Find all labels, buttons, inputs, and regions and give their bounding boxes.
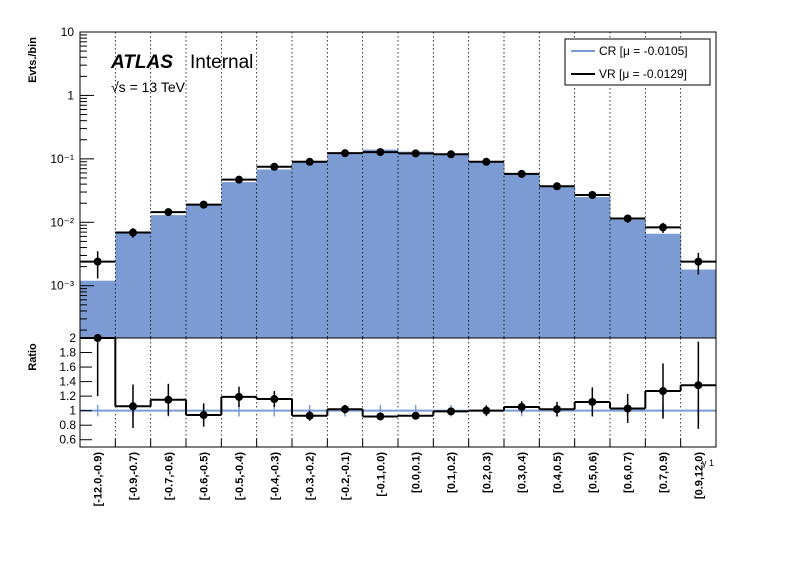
ratio-point xyxy=(623,404,632,413)
vr-point xyxy=(517,169,526,178)
legend-cr-label: CR [μ = -0.0105] xyxy=(599,44,688,58)
ratio-point xyxy=(199,411,208,420)
ratio-point xyxy=(482,406,491,415)
vr-point xyxy=(376,148,385,157)
vr-point xyxy=(235,175,243,184)
legend: CR [μ = -0.0105] VR [μ = -0.0129] xyxy=(564,38,711,86)
x-category-label: [0.0,0.1) xyxy=(411,452,423,493)
cr-bar xyxy=(433,153,470,338)
ratio-plot-area xyxy=(80,338,716,447)
vr-point xyxy=(270,162,279,171)
cr-bar xyxy=(150,215,187,338)
x-category-label: [-0.2,-0.1) xyxy=(340,452,352,501)
ratio-y-tick-label: 1.2 xyxy=(59,389,76,403)
ratio-point xyxy=(129,402,137,411)
ratio-point xyxy=(270,395,279,404)
x-category-label: [-12.0,-0.9) xyxy=(93,452,105,507)
x-category-label: [-0.7,-0.6) xyxy=(163,452,175,501)
cr-bar xyxy=(362,149,399,338)
vr-point xyxy=(411,149,420,158)
ratio-point xyxy=(235,392,243,401)
x-category-label: [0.4,0.5) xyxy=(552,452,564,493)
cr-bar xyxy=(539,187,576,338)
ratio-point xyxy=(376,412,385,421)
x-category-label: [0.5,0.6) xyxy=(587,452,599,493)
vr-point xyxy=(553,182,561,191)
cr-bar xyxy=(115,232,152,338)
y-tick-label: 10 xyxy=(61,25,75,39)
legend-vr-label: VR [μ = -0.0129] xyxy=(599,67,687,81)
ratio-point xyxy=(305,411,314,420)
y-tick-label: 10⁻² xyxy=(50,215,74,229)
cr-bar xyxy=(398,151,434,338)
ratio-y-tick-label: 1.6 xyxy=(59,360,76,374)
ratio-y-tick-label: 0.8 xyxy=(59,418,76,432)
y-tick-label: 10⁻³ xyxy=(50,279,74,293)
ratio-point xyxy=(164,395,173,404)
cr-bar xyxy=(292,160,328,338)
ratio-point xyxy=(447,407,455,416)
ratio-y-tick-label: 1.8 xyxy=(59,346,76,360)
ratio-y-tick-label: 0.6 xyxy=(59,433,76,447)
vr-point xyxy=(482,157,491,166)
x-category-label: [0.6,0.7) xyxy=(623,452,635,493)
top-ylabel: Evts./bin xyxy=(27,37,39,83)
cr-bar xyxy=(80,280,116,338)
vr-point xyxy=(659,223,667,232)
ratio-point xyxy=(341,405,349,414)
vr-point xyxy=(623,214,632,223)
vr-point xyxy=(164,208,173,217)
cr-bar xyxy=(256,169,293,338)
ratio-y-tick-label: 1 xyxy=(69,404,76,418)
vr-point xyxy=(199,200,208,209)
vr-point xyxy=(93,257,102,266)
ratio-panel: 0.60.811.21.41.61.82 [-12.0,-0.9) [-0.9,-0… xyxy=(59,331,717,507)
x-category-label: [-0.6,-0.5) xyxy=(199,452,211,501)
x-axis-label: γ 1 xyxy=(702,458,714,468)
x-category-label: [0.1,0.2) xyxy=(446,452,458,493)
vr-point xyxy=(305,157,314,166)
x-category-label: [0.3,0.4) xyxy=(517,452,529,493)
vr-point xyxy=(694,257,703,266)
ratio-point xyxy=(411,411,420,420)
y-tick-label: 1 xyxy=(67,88,74,102)
vr-point xyxy=(447,150,455,159)
x-category-label: [-0.1,0.0) xyxy=(375,452,387,497)
cr-bar xyxy=(574,197,611,338)
x-category-label: [-0.9,-0.7) xyxy=(128,452,140,501)
cr-bar xyxy=(504,174,540,338)
ratio-point xyxy=(694,381,703,390)
x-category-label: [0.9,12.0) xyxy=(693,452,705,499)
atlas-label: ATLAS xyxy=(110,52,173,73)
energy-label: √s = 13 TeV xyxy=(111,79,186,95)
vr-point xyxy=(341,149,349,158)
x-category-label: [-0.3,-0.2) xyxy=(305,452,317,501)
ratio-ylabel: Ratio xyxy=(27,343,39,371)
cr-bar xyxy=(645,233,682,338)
internal-label: Internal xyxy=(190,52,253,73)
cr-bar xyxy=(221,182,258,338)
x-category-label: [0.7,0.9) xyxy=(658,452,670,493)
x-category-label: [-0.5,-0.4) xyxy=(234,452,246,501)
cr-bar xyxy=(680,269,717,338)
cr-bar xyxy=(468,162,505,338)
vr-point xyxy=(588,190,597,199)
ratio-point xyxy=(517,403,526,412)
ratio-y-tick-label: 1.4 xyxy=(59,375,76,389)
legend-box xyxy=(564,38,711,86)
cr-bar xyxy=(186,204,222,338)
y-tick-label: 10⁻¹ xyxy=(50,152,74,166)
cr-bar xyxy=(610,219,646,338)
ratio-point xyxy=(588,397,597,406)
x-category-label: [-0.4,-0.3) xyxy=(269,452,281,501)
ratio-point xyxy=(553,405,561,414)
cr-bar xyxy=(327,153,364,338)
ratio-y-tick-label: 2 xyxy=(69,331,76,345)
vr-point xyxy=(129,228,137,237)
x-category-label: [0.2,0.3) xyxy=(481,452,493,493)
ratio-point xyxy=(659,387,667,396)
